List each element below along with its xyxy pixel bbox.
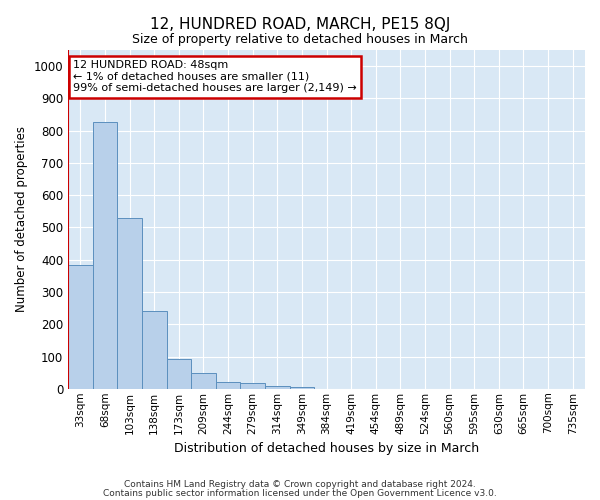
Text: Contains public sector information licensed under the Open Government Licence v3: Contains public sector information licen… <box>103 488 497 498</box>
X-axis label: Distribution of detached houses by size in March: Distribution of detached houses by size … <box>174 442 479 455</box>
Bar <box>92 122 117 389</box>
Text: Size of property relative to detached houses in March: Size of property relative to detached ho… <box>132 32 468 46</box>
Text: Contains HM Land Registry data © Crown copyright and database right 2024.: Contains HM Land Registry data © Crown c… <box>124 480 476 489</box>
Bar <box>290 387 314 389</box>
Bar <box>216 382 241 389</box>
Text: 12, HUNDRED ROAD, MARCH, PE15 8QJ: 12, HUNDRED ROAD, MARCH, PE15 8QJ <box>150 18 450 32</box>
Bar <box>191 372 216 389</box>
Bar <box>68 265 92 389</box>
Y-axis label: Number of detached properties: Number of detached properties <box>15 126 28 312</box>
Bar <box>241 383 265 389</box>
Bar <box>117 218 142 389</box>
Bar <box>265 386 290 389</box>
Bar <box>167 359 191 389</box>
Text: 12 HUNDRED ROAD: 48sqm
← 1% of detached houses are smaller (11)
99% of semi-deta: 12 HUNDRED ROAD: 48sqm ← 1% of detached … <box>73 60 357 94</box>
Bar <box>142 312 167 389</box>
